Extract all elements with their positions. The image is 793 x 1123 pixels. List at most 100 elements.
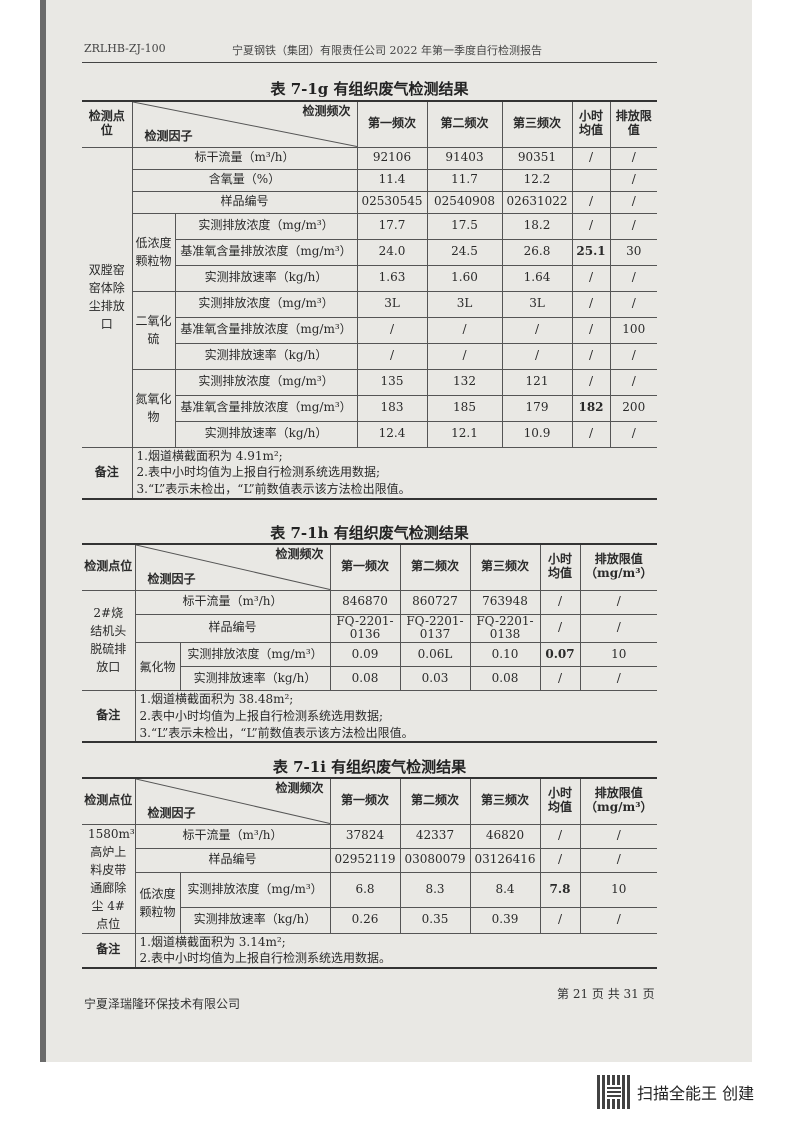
header-factor: 检测因子 bbox=[147, 805, 196, 820]
table-row: 样品编号 02530545 02540908 02631022// bbox=[82, 190, 657, 214]
header-col-5: 排放限值 bbox=[609, 100, 657, 148]
value-second: 1.60 bbox=[426, 264, 503, 292]
header-diagonal-cell: 检测频次 检测因子 bbox=[134, 777, 331, 825]
value-second: 0.06L bbox=[399, 642, 471, 668]
value-limit: 10 bbox=[579, 871, 657, 908]
value-second: 860727 bbox=[399, 589, 471, 615]
value-limit: / bbox=[609, 168, 657, 192]
header-site: 检测点位 bbox=[82, 543, 136, 591]
value-hourly-avg: 25.1 bbox=[571, 238, 611, 266]
value-second: 3L bbox=[426, 290, 503, 318]
value-hourly-avg: / bbox=[571, 264, 611, 292]
value-third: 02631022 bbox=[501, 190, 573, 214]
value-second: / bbox=[426, 316, 503, 344]
notes-content: 1.烟道横截面积为 4.91m²; 2.表中小时均值为上报自行检测系统选用数据; 3… bbox=[131, 446, 657, 500]
factor-item: 样品编号 bbox=[135, 613, 331, 644]
value-third: 121 bbox=[501, 368, 573, 396]
value-third: 8.4 bbox=[469, 871, 541, 908]
table-title-7-1h: 表 7-1h 有组织废气检测结果 bbox=[270, 524, 469, 542]
value-second: 8.3 bbox=[399, 871, 471, 908]
factor-item: 样品编号 bbox=[135, 847, 331, 873]
value-limit: / bbox=[609, 342, 657, 370]
factor-item: 实测排放浓度（mg/m³） bbox=[174, 368, 358, 396]
header-col-1: 第一频次 bbox=[356, 100, 428, 148]
table-title-7-1g: 表 7-1g 有组织废气检测结果 bbox=[270, 80, 469, 98]
value-third: 10.9 bbox=[501, 420, 573, 448]
header-col-5: 排放限值（mg/m³） bbox=[579, 777, 657, 825]
table-row: 二氧化硫 实测排放浓度（mg/m³） 3L 3L 3L / / bbox=[82, 290, 657, 370]
value-first: / bbox=[356, 342, 428, 370]
value-second: 0.03 bbox=[399, 666, 471, 692]
report-title: 宁夏钢铁（集团）有限责任公司 2022 年第一季度自行检测报告 bbox=[232, 44, 542, 57]
value-third: 90351 bbox=[501, 146, 573, 170]
document-code: ZRLHB-ZJ-100 bbox=[84, 42, 166, 55]
header-divider bbox=[82, 62, 657, 63]
table-row: 样品编号 02952119 03080079 03126416// bbox=[82, 847, 657, 873]
diagonal-line bbox=[136, 545, 330, 590]
factor-group: 二氧化硫 bbox=[132, 290, 176, 370]
value-hourly-avg: / bbox=[571, 290, 611, 318]
factor-item: 实测排放速率（kg/h） bbox=[175, 342, 358, 370]
table-row: 1580m³高炉上料皮带通廊除尘 4#点位 标干流量（m³/h） 37824 4233… bbox=[82, 823, 657, 934]
table-row: 样品编号 FQ-2201-0136 FQ-2201-0137 FQ-2201-0138… bbox=[82, 613, 657, 644]
factor-item: 实测排放速率（kg/h） bbox=[180, 666, 331, 692]
header-col-2: 第二频次 bbox=[426, 100, 503, 148]
value-third: 0.39 bbox=[469, 906, 541, 934]
watermark-text: 扫描全能王 创建 bbox=[637, 1084, 755, 1103]
value-third: 26.8 bbox=[501, 238, 573, 266]
value-third: 3L bbox=[501, 290, 573, 318]
header-col-2: 第二频次 bbox=[399, 777, 471, 825]
value-first: 37824 bbox=[329, 823, 401, 849]
value-first: 6.8 bbox=[329, 871, 401, 908]
note-line: 1.烟道横截面积为 4.91m²; bbox=[136, 448, 283, 463]
factor-item: 实测排放浓度（mg/m³） bbox=[174, 212, 358, 240]
header-frequency: 检测频次 bbox=[275, 547, 324, 561]
header-col-3: 第三频次 bbox=[501, 100, 573, 148]
header-col-5: 排放限值（mg/m³） bbox=[579, 543, 657, 591]
value-limit: 30 bbox=[609, 238, 657, 266]
factor-group: 低浓度颗粒物 bbox=[132, 212, 176, 292]
value-limit: / bbox=[609, 212, 657, 240]
value-limit: / bbox=[609, 190, 657, 214]
table-row: 含氧量（%） 11.4 11.7 12.2 / bbox=[82, 168, 657, 192]
factor-item: 实测排放浓度（mg/m³） bbox=[174, 290, 358, 318]
factor-item: 基准氧含量排放浓度（mg/m³） bbox=[175, 316, 358, 344]
value-limit: / bbox=[609, 420, 657, 448]
value-hourly-avg bbox=[571, 168, 611, 192]
value-first: 135 bbox=[356, 368, 428, 396]
factor-item: 标干流量（m³/h） bbox=[131, 146, 358, 170]
value-limit: / bbox=[609, 264, 657, 292]
value-third: 46820 bbox=[469, 823, 541, 849]
factor-item: 实测排放浓度（mg/m³） bbox=[179, 642, 331, 668]
value-hourly-avg: / bbox=[571, 190, 611, 214]
value-second: 03080079 bbox=[399, 847, 471, 873]
factor-item: 实测排放速率（kg/h） bbox=[175, 420, 358, 448]
value-first: FQ-2201-0136 bbox=[329, 613, 401, 644]
table-row: 低浓度颗粒物 实测排放浓度（mg/m³） 6.8 8.3 8.4 7.8 10 bbox=[82, 871, 657, 934]
factor-group: 氮氧化物 bbox=[132, 368, 176, 448]
value-hourly-avg: / bbox=[539, 613, 581, 644]
value-hourly-avg: / bbox=[571, 420, 611, 448]
value-hourly-avg: 7.8 bbox=[539, 871, 581, 908]
header-col-3: 第三频次 bbox=[469, 543, 541, 591]
value-limit: / bbox=[609, 146, 657, 170]
site-name: 双膛窑窑体除尘排放口 bbox=[82, 146, 133, 448]
value-third: FQ-2201-0138 bbox=[469, 613, 541, 644]
value-hourly-avg: / bbox=[539, 823, 581, 849]
value-limit: / bbox=[579, 589, 657, 615]
factor-item: 基准氧含量排放浓度（mg/m³） bbox=[175, 394, 358, 422]
value-hourly-avg: / bbox=[539, 589, 581, 615]
value-third: 0.08 bbox=[469, 666, 541, 692]
value-limit: / bbox=[609, 290, 657, 318]
table-row: 实测排放速率（kg/h） 1.63 1.60 1.64// bbox=[82, 264, 657, 292]
value-third: / bbox=[501, 316, 573, 344]
header-site: 检测点位 bbox=[82, 100, 133, 148]
factor-item: 标干流量（m³/h） bbox=[134, 589, 331, 615]
value-first: 0.08 bbox=[329, 666, 401, 692]
table-7-1g: 检测点位 检测频次 检测因子 第一频次 第二频次 第三频次 小时均值 排放限值 双膛窑窑体除尘排… bbox=[82, 100, 657, 500]
diagonal-line bbox=[136, 779, 330, 824]
value-third: 179 bbox=[501, 394, 573, 422]
value-limit: / bbox=[579, 906, 657, 934]
header-col-4: 小时均值 bbox=[571, 100, 611, 148]
page-edge-shadow bbox=[40, 0, 46, 1062]
